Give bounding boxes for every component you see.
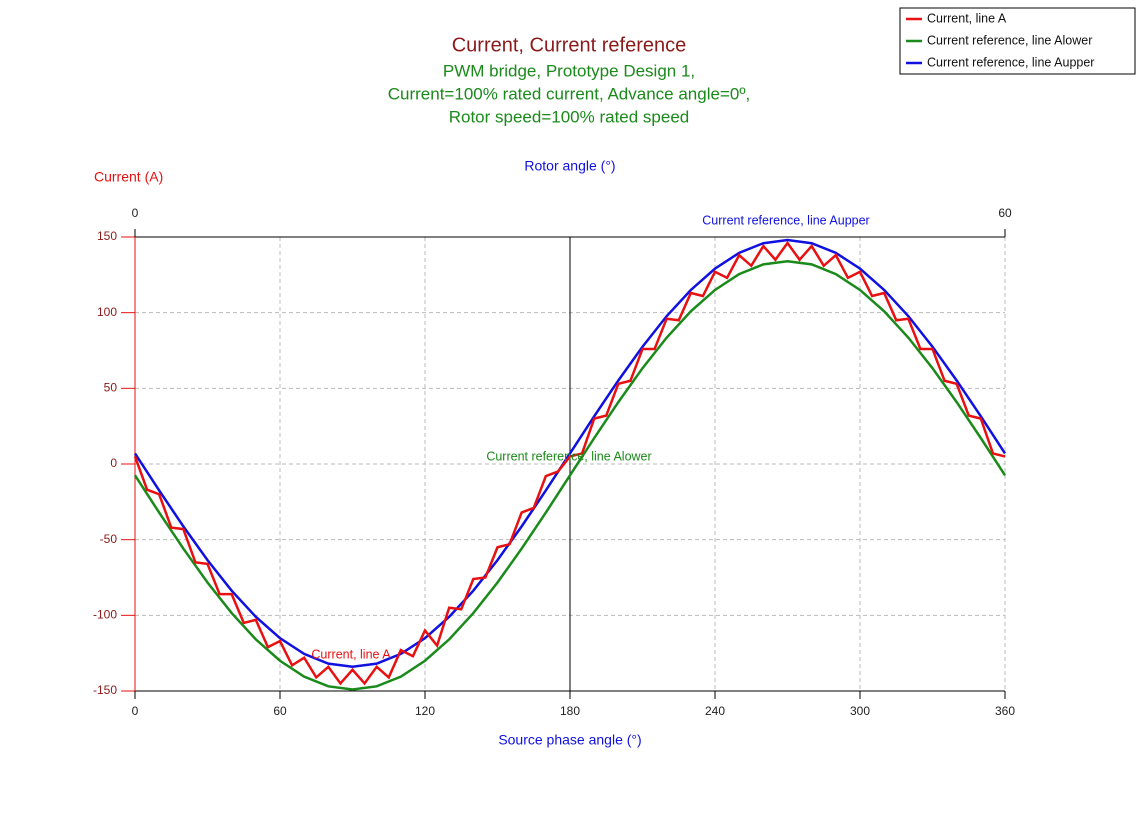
y-tick-label: -50 [100,532,118,546]
legend-label: Current reference, line Alower [927,33,1092,47]
x-tick-label: 180 [560,704,580,718]
y-axis-label: Current (A) [94,169,163,185]
y-tick-label: 150 [97,229,117,243]
legend-box [899,7,1136,75]
y-tick-label: 0 [110,456,117,470]
legend-label: Current reference, line Aupper [927,55,1094,69]
x2-tick-label: 60 [998,206,1012,220]
chart-title: Current, Current reference [452,34,687,56]
y-tick-label: -150 [93,683,117,697]
x-tick-label: 300 [850,704,870,718]
x-tick-label: 240 [705,704,725,718]
y-tick-label: -100 [93,608,117,622]
x-tick-label: 60 [273,704,287,718]
annotation: Current reference, line Aupper [702,213,869,227]
series-line [133,238,1007,669]
x-tick-label: 0 [132,704,139,718]
x-axis-label: Source phase angle (°) [498,732,641,748]
chart-subtitle: PWM bridge, Prototype Design 1, [443,61,695,80]
y-tick-label: 100 [97,305,117,319]
series-line [133,259,1007,691]
chart-subtitle: Current=100% rated current, Advance angl… [388,84,751,103]
legend-label: Current, line A [927,11,1007,25]
x-tick-label: 120 [415,704,435,718]
chart-subtitle: Rotor speed=100% rated speed [449,107,690,126]
annotation: Current reference, line Alower [486,449,651,463]
x2-tick-label: 0 [132,206,139,220]
annotation: Current, line A [311,647,391,661]
x2-axis-label: Rotor angle (°) [524,158,615,174]
y-tick-label: 50 [104,381,118,395]
series-line [133,240,1006,686]
x-tick-label: 360 [995,704,1015,718]
